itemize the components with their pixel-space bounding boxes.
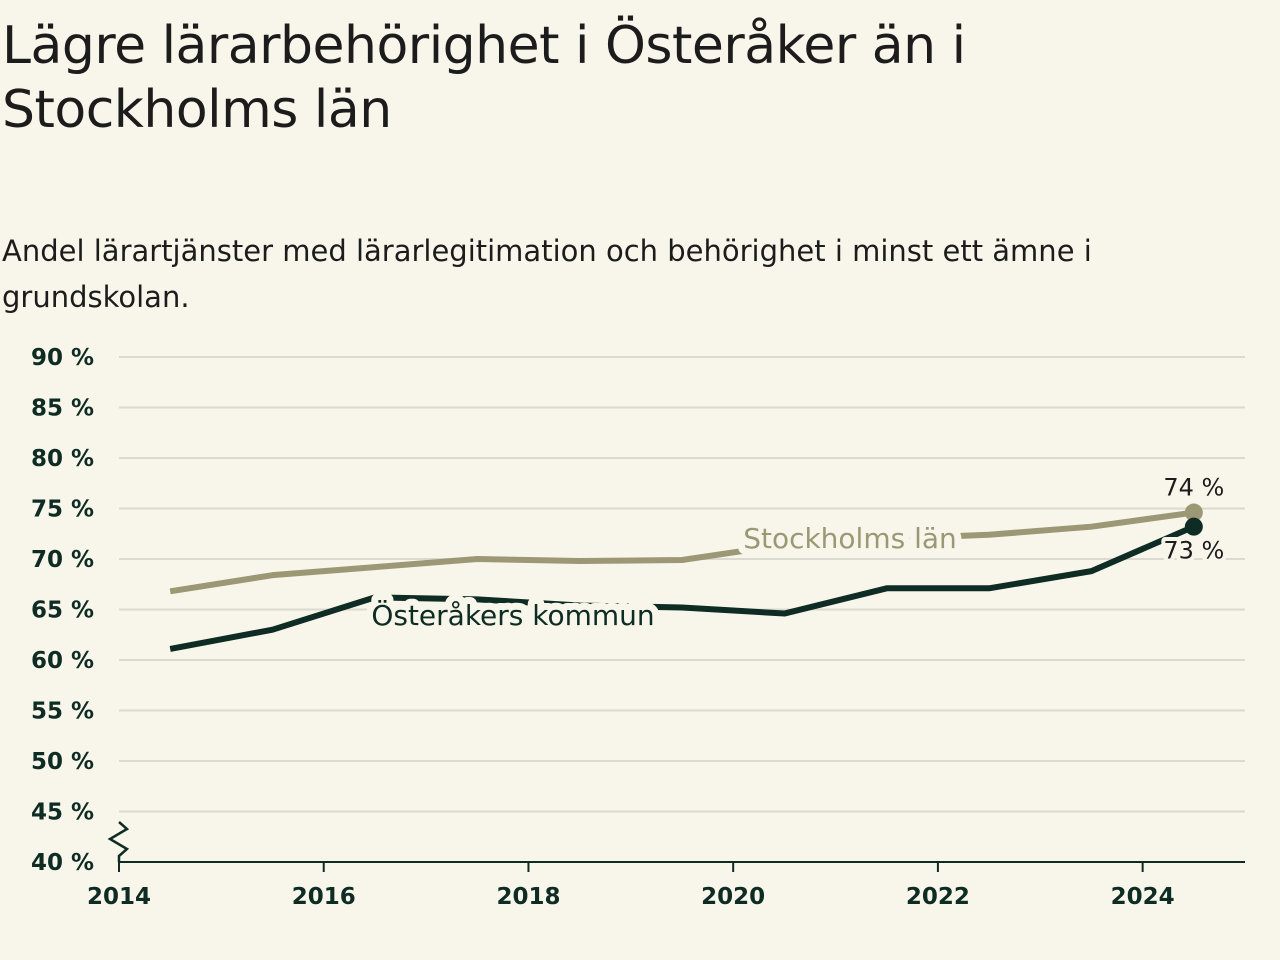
y-tick-label: 55 %	[31, 699, 94, 725]
series-label: Stockholms län	[743, 522, 957, 555]
series-end-point	[1184, 503, 1203, 522]
y-tick-label: 80 %	[31, 446, 94, 472]
series-label-halo: Stockholms län	[743, 522, 957, 555]
y-tick-label: 60 %	[31, 648, 94, 674]
series-label-halo: Österåkers kommun	[371, 598, 654, 632]
y-tick-label: 85 %	[31, 396, 94, 422]
x-tick-label: 2018	[496, 884, 560, 910]
chart-title: Lägre lärarbehörighet i Österåker än i S…	[2, 16, 966, 140]
end-value-label: 73 %	[1163, 537, 1224, 565]
end-value-halo: 74 %	[1163, 474, 1224, 502]
y-axis-ticks: 40 % 45 % 50 % 55 % 60 % 65 % 70 % 75 % 80 % 85 %…	[31, 345, 94, 876]
series-line	[169, 509, 1195, 595]
end-value-label: 74 %	[1163, 474, 1224, 502]
x-tick-label: 2016	[292, 884, 356, 910]
end-value-halo: 73 %	[1163, 537, 1224, 565]
y-tick-label: 45 %	[31, 800, 94, 826]
x-tick-label: 2014	[87, 884, 151, 910]
x-tick-label: 2020	[701, 884, 765, 910]
x-tick-label: 2024	[1111, 884, 1175, 910]
x-axis: 2014 2016 2018 2020 2022 2024	[87, 821, 1245, 910]
y-tick-label: 65 %	[31, 598, 94, 624]
y-tick-label: 90 %	[31, 345, 94, 371]
series-lines	[169, 509, 1196, 652]
y-tick-label: 50 %	[31, 749, 94, 775]
y-tick-label: 75 %	[31, 497, 94, 523]
y-tick-label: 40 %	[31, 850, 94, 876]
axis-break-icon	[107, 821, 130, 862]
series-label: Österåkers kommun	[371, 598, 654, 632]
grid-lines	[119, 356, 1245, 813]
x-tick-label: 2022	[906, 884, 970, 910]
series-end-point	[1184, 517, 1203, 536]
y-tick-label: 70 %	[31, 547, 94, 573]
chart-subtitle: Andel lärartjänster med lärarlegitimatio…	[2, 234, 1092, 314]
series-line	[169, 523, 1196, 652]
